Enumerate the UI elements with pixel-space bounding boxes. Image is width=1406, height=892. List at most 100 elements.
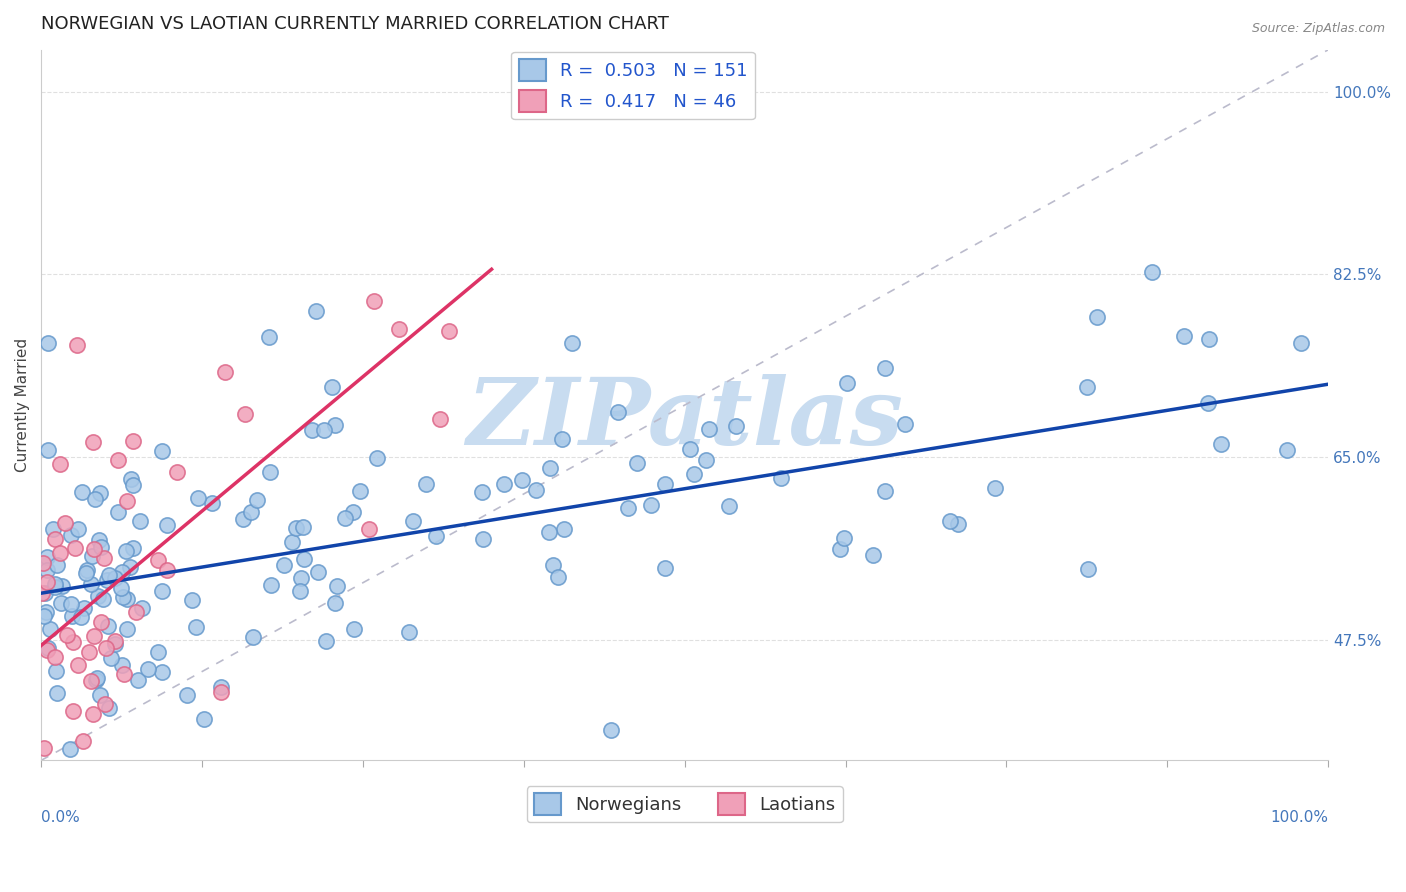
Point	[561, 336, 583, 351]
Point	[49, 596, 72, 610]
Point	[87, 589, 110, 603]
Point	[512, 473, 534, 487]
Point	[683, 467, 706, 482]
Point	[44, 576, 66, 591]
Point	[76, 563, 98, 577]
Point	[66, 522, 89, 536]
Point	[875, 361, 897, 376]
Point	[1085, 310, 1108, 324]
Point	[388, 322, 411, 336]
Point	[894, 417, 917, 431]
Point	[120, 560, 142, 574]
Point	[547, 569, 569, 583]
Point	[42, 522, 65, 536]
Point	[131, 600, 153, 615]
Point	[307, 566, 329, 580]
Point	[626, 456, 648, 470]
Point	[315, 633, 337, 648]
Point	[115, 592, 138, 607]
Point	[107, 505, 129, 519]
Point	[695, 453, 717, 467]
Point	[55, 628, 77, 642]
Point	[166, 465, 188, 479]
Point	[35, 563, 58, 577]
Point	[90, 540, 112, 554]
Point	[62, 704, 84, 718]
Point	[32, 741, 55, 756]
Point	[44, 650, 66, 665]
Point	[73, 763, 96, 777]
Point	[45, 685, 67, 699]
Point	[984, 482, 1007, 496]
Point	[862, 548, 884, 562]
Point	[415, 477, 437, 491]
Point	[201, 496, 224, 510]
Point	[1076, 380, 1098, 394]
Point	[111, 565, 134, 579]
Point	[323, 596, 346, 610]
Point	[34, 586, 56, 600]
Point	[290, 571, 312, 585]
Y-axis label: Currently Married: Currently Married	[15, 338, 30, 472]
Point	[471, 532, 494, 546]
Point	[640, 498, 662, 512]
Point	[75, 566, 97, 580]
Point	[181, 593, 204, 607]
Point	[60, 527, 83, 541]
Point	[260, 577, 283, 591]
Point	[323, 418, 346, 433]
Point	[86, 671, 108, 685]
Point	[600, 723, 623, 737]
Point	[49, 457, 72, 471]
Point	[402, 514, 425, 528]
Point	[125, 605, 148, 619]
Point	[550, 432, 572, 446]
Point	[875, 484, 897, 499]
Point	[49, 546, 72, 560]
Point	[187, 491, 209, 506]
Point	[96, 573, 118, 587]
Point	[156, 518, 179, 533]
Point	[82, 435, 104, 450]
Point	[136, 662, 159, 676]
Point	[835, 376, 858, 391]
Point	[89, 688, 111, 702]
Point	[538, 461, 561, 475]
Point	[429, 411, 451, 425]
Point	[214, 365, 236, 379]
Point	[84, 673, 107, 687]
Point	[184, 620, 207, 634]
Point	[59, 742, 82, 756]
Point	[37, 640, 59, 655]
Point	[314, 423, 336, 437]
Point	[127, 673, 149, 687]
Point	[32, 556, 55, 570]
Point	[281, 535, 304, 549]
Point	[31, 586, 53, 600]
Point	[150, 583, 173, 598]
Point	[46, 558, 69, 572]
Point	[679, 442, 702, 457]
Point	[45, 664, 67, 678]
Point	[121, 434, 143, 448]
Point	[60, 609, 83, 624]
Point	[259, 465, 281, 479]
Point	[725, 419, 748, 434]
Point	[112, 666, 135, 681]
Point	[110, 581, 132, 595]
Point	[242, 631, 264, 645]
Point	[73, 601, 96, 615]
Point	[60, 597, 83, 611]
Point	[63, 541, 86, 556]
Point	[607, 405, 630, 419]
Point	[770, 471, 793, 485]
Point	[96, 641, 118, 656]
Point	[115, 543, 138, 558]
Point	[654, 561, 676, 575]
Point	[832, 531, 855, 545]
Point	[209, 684, 232, 698]
Point	[193, 712, 215, 726]
Point	[51, 579, 73, 593]
Point	[66, 657, 89, 672]
Point	[946, 517, 969, 532]
